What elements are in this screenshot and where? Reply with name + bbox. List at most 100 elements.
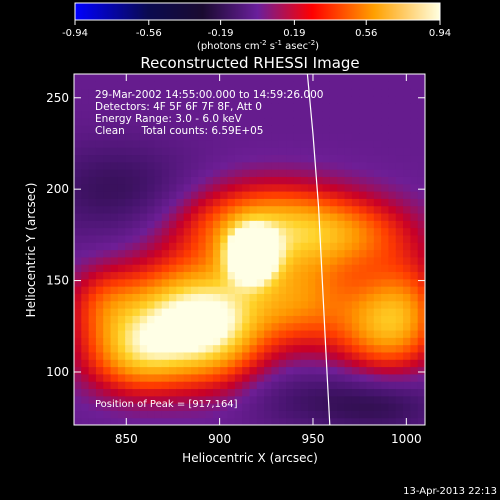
heatmap-cell: [351, 388, 360, 397]
heatmap-cell: [161, 403, 170, 411]
heatmap-cell: [381, 242, 390, 251]
heatmap-cell: [264, 183, 273, 192]
heatmap-cell: [220, 256, 229, 265]
heatmap-cell: [234, 161, 243, 170]
heatmap-cell: [249, 242, 258, 251]
heatmap-cell: [234, 154, 243, 163]
heatmap-cell: [271, 417, 280, 425]
heatmap-cell: [256, 220, 265, 229]
heatmap-cell: [139, 381, 148, 390]
heatmap-cell: [139, 256, 148, 265]
heatmap-cell: [205, 417, 214, 425]
heatmap-cell: [176, 351, 185, 360]
heatmap-cell: [198, 249, 207, 258]
heatmap-cell: [183, 293, 192, 302]
heatmap-cell: [395, 329, 404, 338]
heatmap-cell: [191, 161, 199, 170]
heatmap-cell: [388, 139, 397, 148]
heatmap-cell: [169, 410, 177, 419]
heatmap-cell: [198, 147, 207, 156]
heatmap-cell: [300, 125, 309, 134]
heatmap-cell: [198, 286, 207, 294]
heatmap-cell: [388, 198, 397, 207]
chart-title: Reconstructed RHESSI Image: [140, 54, 359, 72]
heatmap-cell: [322, 191, 331, 199]
heatmap-cell: [176, 191, 185, 199]
heatmap-cell: [154, 278, 163, 287]
heatmap-cell: [132, 227, 141, 236]
heatmap-cell: [132, 191, 141, 199]
heatmap-cell: [169, 205, 177, 214]
heatmap-cell: [293, 388, 302, 397]
heatmap-cell: [169, 117, 177, 126]
heatmap-cell: [278, 388, 287, 397]
heatmap-cell: [337, 169, 346, 177]
heatmap-cell: [205, 147, 214, 156]
heatmap-cell: [388, 220, 397, 229]
heatmap-cell: [147, 366, 156, 375]
heatmap-cell: [410, 227, 419, 236]
heatmap-cell: [117, 359, 126, 368]
heatmap-cell: [74, 388, 82, 397]
heatmap-cell: [74, 125, 82, 134]
heatmap-cell: [308, 161, 316, 170]
heatmap-cell: [249, 410, 258, 419]
heatmap-cell: [315, 271, 324, 280]
heatmap-cell: [395, 191, 404, 199]
heatmap-cell: [351, 191, 360, 199]
heatmap-cell: [81, 161, 90, 170]
heatmap-cell: [147, 271, 156, 280]
heatmap-cell: [125, 293, 134, 302]
heatmap-cell: [403, 117, 411, 126]
heatmap-cell: [337, 139, 346, 148]
heatmap-cell: [366, 176, 375, 185]
heatmap-cell: [395, 388, 404, 397]
heatmap-cell: [220, 139, 229, 148]
heatmap-cell: [242, 205, 251, 214]
heatmap-cell: [169, 337, 177, 346]
heatmap-cell: [154, 264, 163, 273]
heatmap-cell: [88, 183, 97, 192]
heatmap-cell: [191, 373, 199, 382]
heatmap-cell: [249, 329, 258, 338]
heatmap-cell: [329, 410, 338, 419]
heatmap-cell: [337, 344, 346, 353]
heatmap-cell: [220, 300, 229, 309]
heatmap-cell: [271, 220, 280, 229]
heatmap-cell: [242, 373, 251, 382]
heatmap-cell: [198, 212, 207, 221]
heatmap-cell: [315, 388, 324, 397]
heatmap-cell: [249, 74, 258, 82]
heatmap-cell: [139, 103, 148, 112]
heatmap-cell: [315, 125, 324, 134]
heatmap-cell: [388, 234, 397, 243]
heatmap-cell: [344, 300, 353, 309]
heatmap-cell: [110, 256, 119, 265]
heatmap-cell: [139, 132, 148, 141]
heatmap-cell: [220, 293, 229, 302]
heatmap-cell: [103, 154, 112, 163]
heatmap-cell: [300, 315, 309, 324]
heatmap-cell: [359, 198, 368, 207]
heatmap-cell: [234, 234, 243, 243]
heatmap-cell: [88, 234, 97, 243]
heatmap-cell: [403, 344, 411, 353]
heatmap-cell: [300, 161, 309, 170]
heatmap-cell: [410, 403, 419, 411]
heatmap-cell: [132, 74, 141, 82]
heatmap-cell: [395, 344, 404, 353]
heatmap-cell: [300, 388, 309, 397]
heatmap-cell: [176, 373, 185, 382]
heatmap-cell: [117, 278, 126, 287]
heatmap-cell: [410, 417, 419, 425]
heatmap-cell: [417, 88, 425, 97]
heatmap-cell: [88, 373, 97, 382]
heatmap-cell: [293, 278, 302, 287]
heatmap-cell: [315, 154, 324, 163]
heatmap-cell: [191, 169, 199, 177]
heatmap-cell: [359, 373, 368, 382]
heatmap-cell: [103, 337, 112, 346]
heatmap-cell: [176, 110, 185, 119]
heatmap-cell: [373, 147, 382, 156]
heatmap-cell: [417, 212, 425, 221]
